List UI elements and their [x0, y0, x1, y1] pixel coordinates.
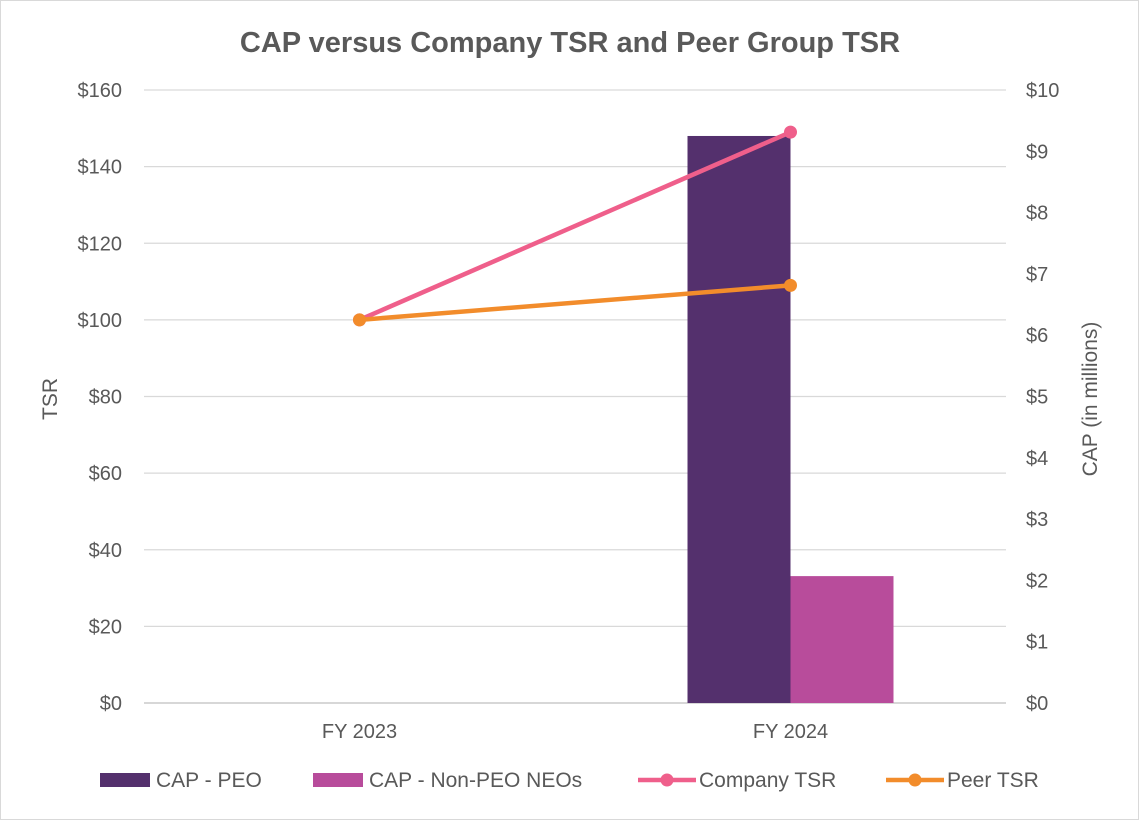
left-tick-label: $60: [89, 463, 122, 485]
bar-cap-peo: [687, 135, 791, 704]
bars: [687, 135, 894, 704]
right-tick-label: $0: [1026, 693, 1048, 715]
right-tick-label: $1: [1026, 632, 1048, 654]
point-peer-tsr: [784, 278, 797, 292]
left-tick-label: $160: [78, 80, 123, 102]
bar-cap-non-peo-neos: [790, 576, 894, 703]
right-axis-ticks: $0 $1 $2 $3 $4 $5 $6 $7 $8 $9 $10: [1026, 80, 1059, 715]
left-tick-label: $20: [89, 616, 122, 638]
line-company-tsr: [358, 130, 792, 322]
legend-label: Company TSR: [699, 769, 836, 792]
legend-marker-company-tsr: [660, 773, 674, 787]
gridlines: [144, 89, 1006, 704]
right-tick-label: $4: [1026, 448, 1048, 470]
right-axis-title: CAP (in millions): [1079, 322, 1102, 477]
line-peer-tsr: [359, 283, 791, 323]
left-tick-label: $120: [78, 233, 123, 255]
legend-swatch-cap-peo: [100, 773, 150, 787]
left-tick-label: $80: [89, 387, 122, 409]
left-tick-label: $140: [78, 157, 123, 179]
left-tick-label: $0: [100, 693, 122, 715]
right-tick-label: $3: [1026, 509, 1048, 531]
point-peer-tsr: [353, 313, 366, 327]
lines: [353, 125, 797, 327]
right-tick-label: $10: [1026, 80, 1059, 102]
x-tick-label: FY 2023: [322, 721, 397, 743]
right-tick-label: $6: [1026, 325, 1048, 347]
left-tick-label: $100: [78, 310, 123, 332]
x-tick-label: FY 2024: [753, 721, 828, 743]
right-tick-label: $7: [1026, 264, 1048, 286]
chart-title: CAP versus Company TSR and Peer Group TS…: [240, 27, 900, 59]
legend-marker-peer-tsr: [908, 773, 922, 787]
left-axis-ticks: $0 $20 $40 $60 $80 $100 $120 $140 $160: [78, 80, 123, 715]
legend-label: CAP - PEO: [156, 769, 262, 792]
legend: CAP - PEO CAP - Non-PEO NEOs Company TSR Pe…: [100, 769, 1039, 792]
right-tick-label: $2: [1026, 570, 1048, 592]
left-axis-title: TSR: [39, 378, 62, 420]
right-tick-label: $5: [1026, 387, 1048, 409]
left-tick-label: $40: [89, 540, 122, 562]
legend-label: CAP - Non-PEO NEOs: [369, 769, 582, 792]
x-axis-ticks: FY 2023 FY 2024: [322, 721, 828, 743]
legend-swatch-cap-non-peo-neos: [313, 773, 363, 787]
right-tick-label: $9: [1026, 141, 1048, 163]
right-tick-label: $8: [1026, 203, 1048, 225]
point-company-tsr: [784, 125, 797, 139]
legend-label: Peer TSR: [947, 769, 1039, 792]
